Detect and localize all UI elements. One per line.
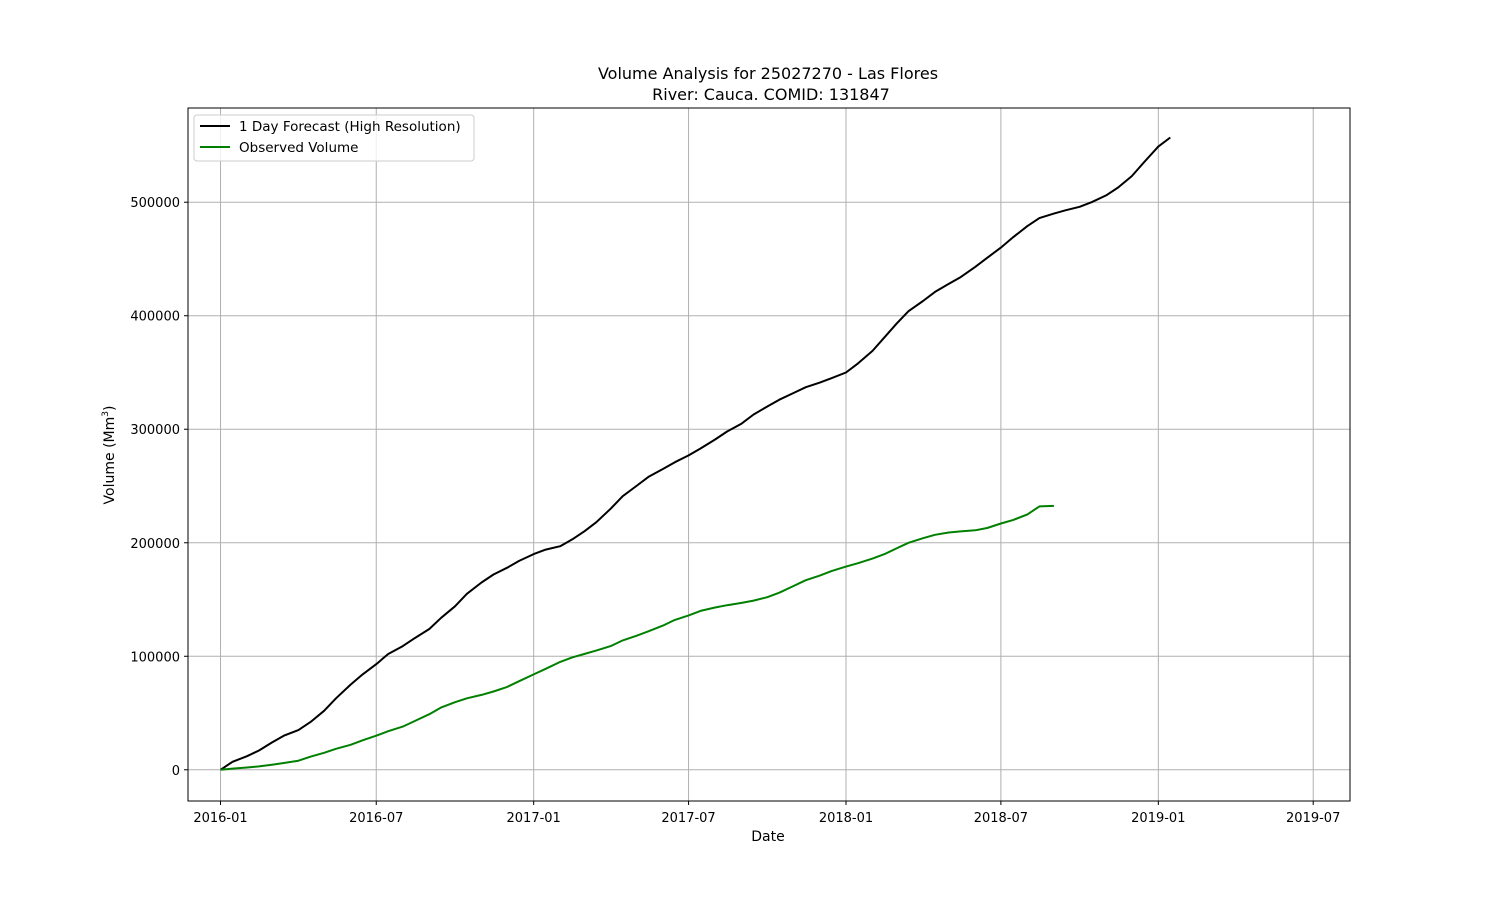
- x-tick-label: 2017-01: [507, 811, 561, 826]
- y-axis-label-text: Volume (Mm: [102, 417, 118, 505]
- y-tick-label: 200000: [130, 537, 180, 552]
- x-axis-ticks: 2016-01 2016-07 2017-01 2017-07 2018-01 2018-…: [193, 801, 1340, 826]
- series-lines: [219, 136, 1171, 771]
- plot-area-frame: [187, 107, 1351, 802]
- x-tick-label: 2018-01: [819, 811, 873, 826]
- y-axis-ticks: 0 100000 200000 300000 400000 500000: [130, 196, 188, 779]
- forecast-series-line: [219, 136, 1171, 771]
- chart-subtitle: River: Cauca. COMID: 131847: [652, 85, 890, 104]
- y-tick-label: 400000: [130, 310, 180, 325]
- y-tick-label: 300000: [130, 423, 180, 438]
- x-tick-label: 2018-07: [974, 811, 1028, 826]
- x-tick-label: 2019-07: [1286, 811, 1340, 826]
- legend-label-observed: Observed Volume: [239, 140, 358, 156]
- legend: 1 Day Forecast (High Resolution) Observe…: [193, 114, 475, 162]
- y-axis-label: Volume (Mm3): [101, 406, 118, 505]
- x-tick-label: 2016-07: [349, 811, 403, 826]
- x-tick-label: 2019-01: [1131, 811, 1185, 826]
- chart-title: Volume Analysis for 25027270 - Las Flore…: [598, 64, 938, 83]
- grid-lines: [188, 108, 1350, 801]
- observed-series-line: [220, 504, 1054, 771]
- y-tick-label: 0: [172, 764, 180, 779]
- legend-label-forecast: 1 Day Forecast (High Resolution): [239, 119, 461, 135]
- x-axis-label: Date: [751, 829, 784, 845]
- x-tick-label: 2017-07: [661, 811, 715, 826]
- y-tick-label: 100000: [130, 650, 180, 665]
- y-tick-label: 500000: [130, 196, 180, 211]
- y-axis-label-superscript: 3: [101, 411, 111, 417]
- legend-box: [193, 114, 475, 162]
- x-tick-label: 2016-01: [193, 811, 247, 826]
- y-axis-label-suffix: ): [102, 406, 118, 411]
